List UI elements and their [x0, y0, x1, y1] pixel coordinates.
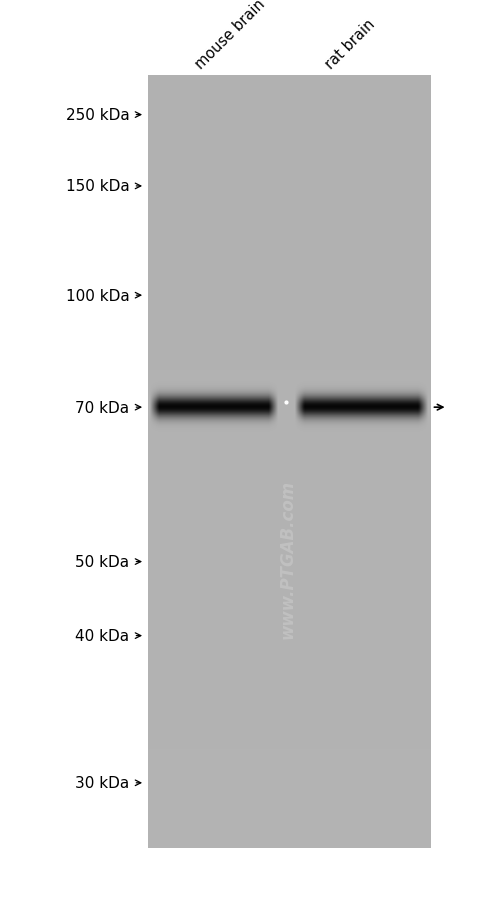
- Text: 150 kDa: 150 kDa: [66, 179, 130, 194]
- Text: 40 kDa: 40 kDa: [76, 629, 130, 643]
- Text: 30 kDa: 30 kDa: [75, 776, 130, 790]
- Text: 250 kDa: 250 kDa: [66, 108, 130, 123]
- Text: 70 kDa: 70 kDa: [76, 400, 130, 415]
- Text: www.PTGAB.com: www.PTGAB.com: [278, 480, 296, 639]
- Text: 50 kDa: 50 kDa: [76, 555, 130, 569]
- Text: 100 kDa: 100 kDa: [66, 289, 130, 303]
- Text: rat brain: rat brain: [322, 17, 378, 72]
- Text: mouse brain: mouse brain: [192, 0, 268, 72]
